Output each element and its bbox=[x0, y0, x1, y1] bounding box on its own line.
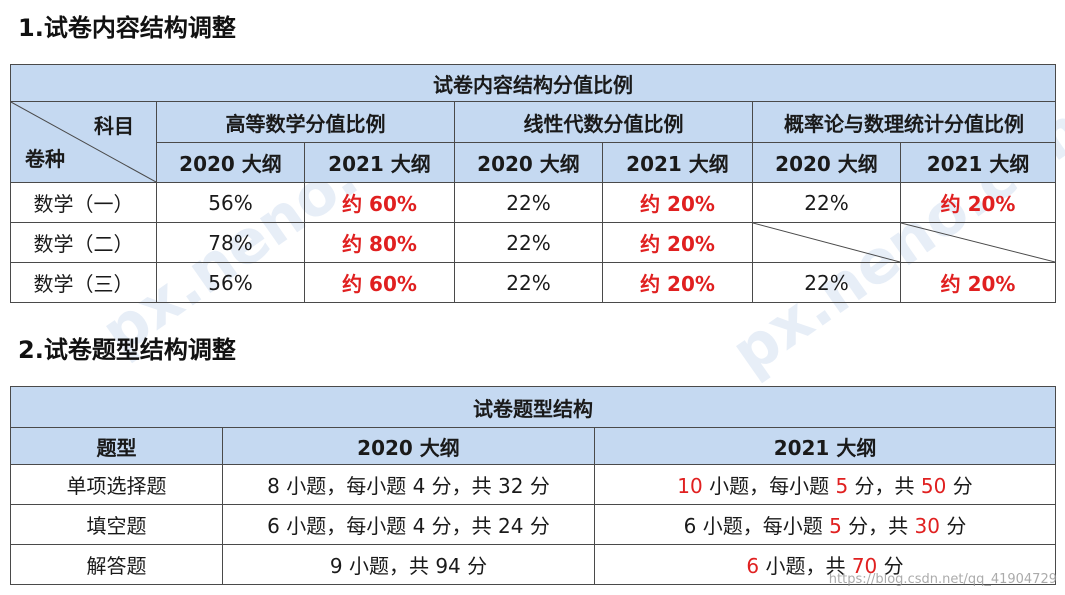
cell-value: 约 20% bbox=[602, 222, 753, 263]
group-header: 高等数学分值比例 bbox=[156, 101, 455, 143]
empty-diagonal-cell bbox=[899, 222, 1057, 263]
row-label: 数学（三） bbox=[10, 262, 157, 303]
corner-label-paper: 卷种 bbox=[25, 147, 65, 171]
question-type: 填空题 bbox=[10, 504, 223, 545]
group-header: 概率论与数理统计分值比例 bbox=[751, 101, 1057, 143]
table-row: 填空题 6 小题，每小题 4 分，共 24 分 6 小题，每小题 5 分，共 3… bbox=[10, 504, 1057, 545]
cell-value: 56% bbox=[156, 262, 305, 303]
sub-header: 2020 大纲 bbox=[156, 142, 305, 183]
cell-value: 约 20% bbox=[602, 182, 753, 223]
empty-diagonal-cell bbox=[752, 222, 901, 263]
cell-2021: 6 小题，每小题 5 分，共 30 分 bbox=[593, 504, 1057, 545]
sub-header: 2021 大纲 bbox=[899, 142, 1057, 183]
question-structure-table: 试卷题型结构 题型 2020 大纲 2021 大纲 单项选择题 8 小题，每小题… bbox=[9, 386, 1057, 585]
cell-value: 约 20% bbox=[602, 262, 753, 303]
group-header: 线性代数分值比例 bbox=[454, 101, 753, 143]
cell-value: 约 20% bbox=[899, 182, 1057, 223]
table-row: 解答题 9 小题，共 94 分 6 小题，共 70 分 bbox=[10, 544, 1057, 585]
column-header: 2020 大纲 bbox=[222, 427, 595, 465]
cell-value: 56% bbox=[156, 182, 305, 223]
sub-header: 2021 大纲 bbox=[602, 142, 753, 183]
sub-header: 2020 大纲 bbox=[454, 142, 603, 183]
row-label: 数学（一） bbox=[10, 182, 157, 223]
corner-label-subject: 科目 bbox=[94, 114, 134, 138]
cell-value: 22% bbox=[752, 262, 901, 303]
table2-title: 试卷题型结构 bbox=[9, 386, 1057, 428]
question-type: 单项选择题 bbox=[10, 464, 223, 505]
cell-2020: 9 小题，共 94 分 bbox=[222, 544, 595, 585]
cell-value: 22% bbox=[454, 222, 603, 263]
table-row: 数学（三） 56% 约 60% 22% 约 20% 22% 约 20% bbox=[10, 262, 1057, 303]
cell-value: 22% bbox=[454, 182, 603, 223]
cell-value: 22% bbox=[454, 262, 603, 303]
cell-value: 约 60% bbox=[304, 262, 455, 303]
section1-heading: 1.试卷内容结构调整 bbox=[18, 14, 236, 42]
cell-2020: 6 小题，每小题 4 分，共 24 分 bbox=[222, 504, 595, 545]
cell-value: 78% bbox=[156, 222, 305, 263]
diagonal-line bbox=[753, 223, 900, 262]
content-structure-table: 试卷内容结构分值比例 科目 卷种 高等数学分值比例 线性代数分值比例 概率论与数… bbox=[9, 64, 1057, 303]
cell-2021: 6 小题，共 70 分 bbox=[593, 544, 1057, 585]
cell-value: 约 80% bbox=[304, 222, 455, 263]
sub-header: 2020 大纲 bbox=[752, 142, 901, 183]
table1-title: 试卷内容结构分值比例 bbox=[9, 64, 1057, 102]
cell-value: 22% bbox=[752, 182, 901, 223]
table-row: 数学（二） 78% 约 80% 22% 约 20% bbox=[10, 222, 1057, 263]
csdn-watermark: https://blog.csdn.net/qq_41904729 bbox=[828, 572, 1057, 587]
table1-corner-cell: 科目 卷种 bbox=[10, 101, 157, 183]
section2-heading: 2.试卷题型结构调整 bbox=[18, 336, 236, 364]
column-header: 2021 大纲 bbox=[593, 427, 1057, 465]
diagonal-line bbox=[901, 223, 1055, 262]
question-type: 解答题 bbox=[10, 544, 223, 585]
row-label: 数学（二） bbox=[10, 222, 157, 263]
corner-diagonal-line bbox=[11, 102, 156, 182]
cell-2020: 8 小题，每小题 4 分，共 32 分 bbox=[222, 464, 595, 505]
table-row: 单项选择题 8 小题，每小题 4 分，共 32 分 10 小题，每小题 5 分，… bbox=[10, 464, 1057, 505]
cell-value: 约 60% bbox=[304, 182, 455, 223]
cell-value: 约 20% bbox=[899, 262, 1057, 303]
cell-2021: 10 小题，每小题 5 分，共 50 分 bbox=[593, 464, 1057, 505]
column-header: 题型 bbox=[10, 427, 223, 465]
sub-header: 2021 大纲 bbox=[304, 142, 455, 183]
table-row: 数学（一） 56% 约 60% 22% 约 20% 22% 约 20% bbox=[10, 182, 1057, 223]
